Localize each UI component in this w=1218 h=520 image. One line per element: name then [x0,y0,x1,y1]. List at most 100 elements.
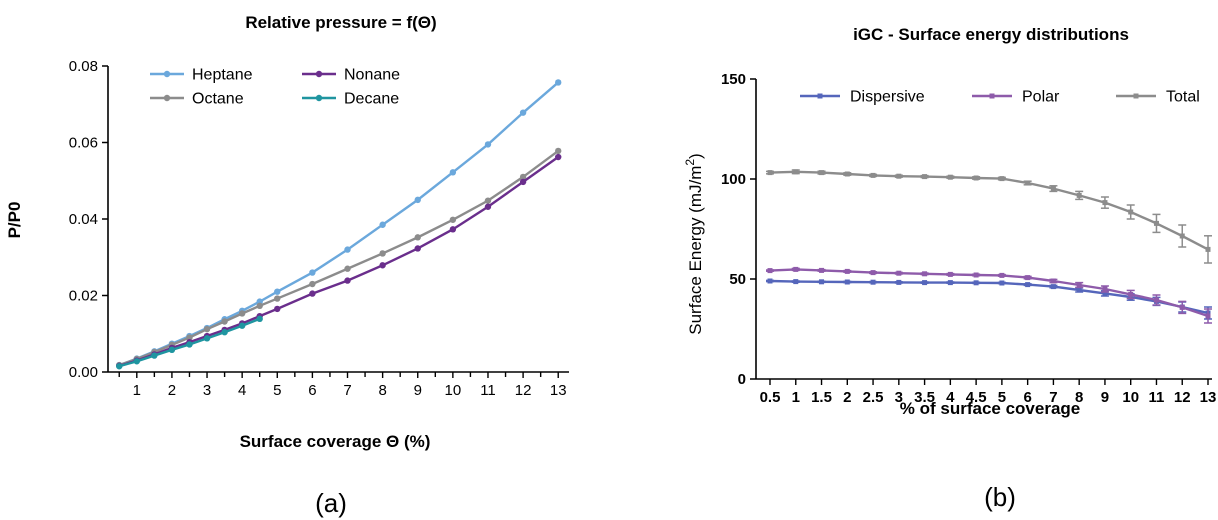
data-point [1025,275,1031,281]
chart-b-axes: 0 50 100 150 0.5 1 1.5 2 2.5 3 3.5 4 4.5 5 6 7 8 9 10 11 12 1… [721,71,1216,406]
data-point [221,329,228,336]
data-point [133,358,140,365]
data-point [274,295,281,302]
data-point [274,288,281,295]
x-tick-label: 11 [1149,389,1165,406]
data-point [844,171,850,177]
y-tick-label: 0.04 [69,211,98,228]
chart-a-axes: 0.000.020.040.060.081 2 3 4 5 6 7 8 9 10 11 12 13 [69,58,569,399]
data-point [414,196,421,204]
x-tick-label: 8 [1075,389,1083,406]
data-point [973,175,979,181]
data-point [449,216,457,223]
data-point [767,170,773,176]
panel-label-b: (b) [984,482,1016,512]
series-line [118,81,560,367]
data-point [309,269,316,276]
y-tick-label: 0.08 [69,58,98,75]
legend-label: Heptane [192,67,253,84]
data-point [344,246,351,253]
data-point [1102,290,1108,296]
data-point [256,302,263,310]
data-point [1179,233,1185,239]
series-line [118,149,559,367]
x-tick-label: 0.5 [760,389,781,406]
data-point [819,279,825,285]
data-point [922,280,928,286]
legend-entry-total: Total [1116,89,1200,106]
x-tick-label: 12 [515,382,532,399]
data-point [844,268,850,274]
legend-marker [989,93,995,99]
data-point [414,245,421,252]
data-point [1205,313,1211,319]
x-tick-label: 11 [480,382,496,399]
data-point [449,169,457,176]
legend-marker [163,94,171,102]
data-point [221,318,228,325]
x-tick-label: 4 [946,389,955,406]
x-tick-label: 1 [792,389,800,406]
series-nonane [116,153,562,370]
chart-a: Relative pressure = f(Θ) P/P0 Surface co… [5,13,569,518]
data-point [379,250,386,257]
chart-b-series-group [766,169,1212,324]
data-point [1153,220,1159,226]
data-point [1076,287,1082,293]
data-point [793,279,799,285]
x-tick-label: 10 [1122,389,1139,406]
data-point [896,279,902,285]
legend-entry-decane: Decane [302,91,399,108]
series-line [769,170,1209,251]
data-point [238,322,246,329]
data-point [870,279,876,285]
x-tick-label: 7 [343,382,351,399]
data-point [1128,291,1134,297]
data-point [344,265,351,272]
data-point [519,173,527,181]
data-point [819,267,825,273]
data-point [1102,286,1108,292]
series-line [769,268,1209,318]
data-point [1050,186,1056,192]
series-line [118,156,559,368]
data-point [999,176,1005,182]
chart-b: iGC - Surface energy distributions Surfa… [683,25,1216,512]
legend-label: Octane [192,91,244,108]
data-point [449,226,457,233]
data-point [947,271,953,277]
data-point [484,203,492,210]
data-point [999,280,1005,286]
series-decane [116,315,263,370]
x-tick-label: 1 [133,382,141,399]
data-point [1102,200,1108,206]
data-point [1076,192,1082,198]
legend-label: Decane [344,91,399,108]
x-tick-label: 5 [273,382,281,399]
x-tick-label: 2 [843,389,851,406]
data-point [203,335,211,342]
legend-entry-heptane: Heptane [150,67,253,84]
data-point [555,79,562,86]
y-tick-label: 150 [721,71,746,88]
data-point [414,234,421,241]
data-point [870,270,876,276]
data-point [1128,209,1134,215]
data-point [379,221,386,228]
legend-marker [163,70,171,78]
legend-label: Dispersive [850,89,925,106]
x-tick-label: 4 [238,382,246,399]
data-point [484,141,492,148]
legend-label: Total [1166,89,1200,106]
legend-entry-nonane: Nonane [302,67,400,84]
series-total [766,169,1212,264]
data-point [555,147,562,155]
data-point [519,178,527,186]
data-point [519,109,527,116]
data-point [922,271,928,277]
data-point [973,280,979,286]
panel-label-a: (a) [315,488,347,518]
series-line [769,279,1209,315]
chart-b-ylabel: Surface Energy (mJ/m2) [683,153,705,334]
data-point [896,173,902,179]
